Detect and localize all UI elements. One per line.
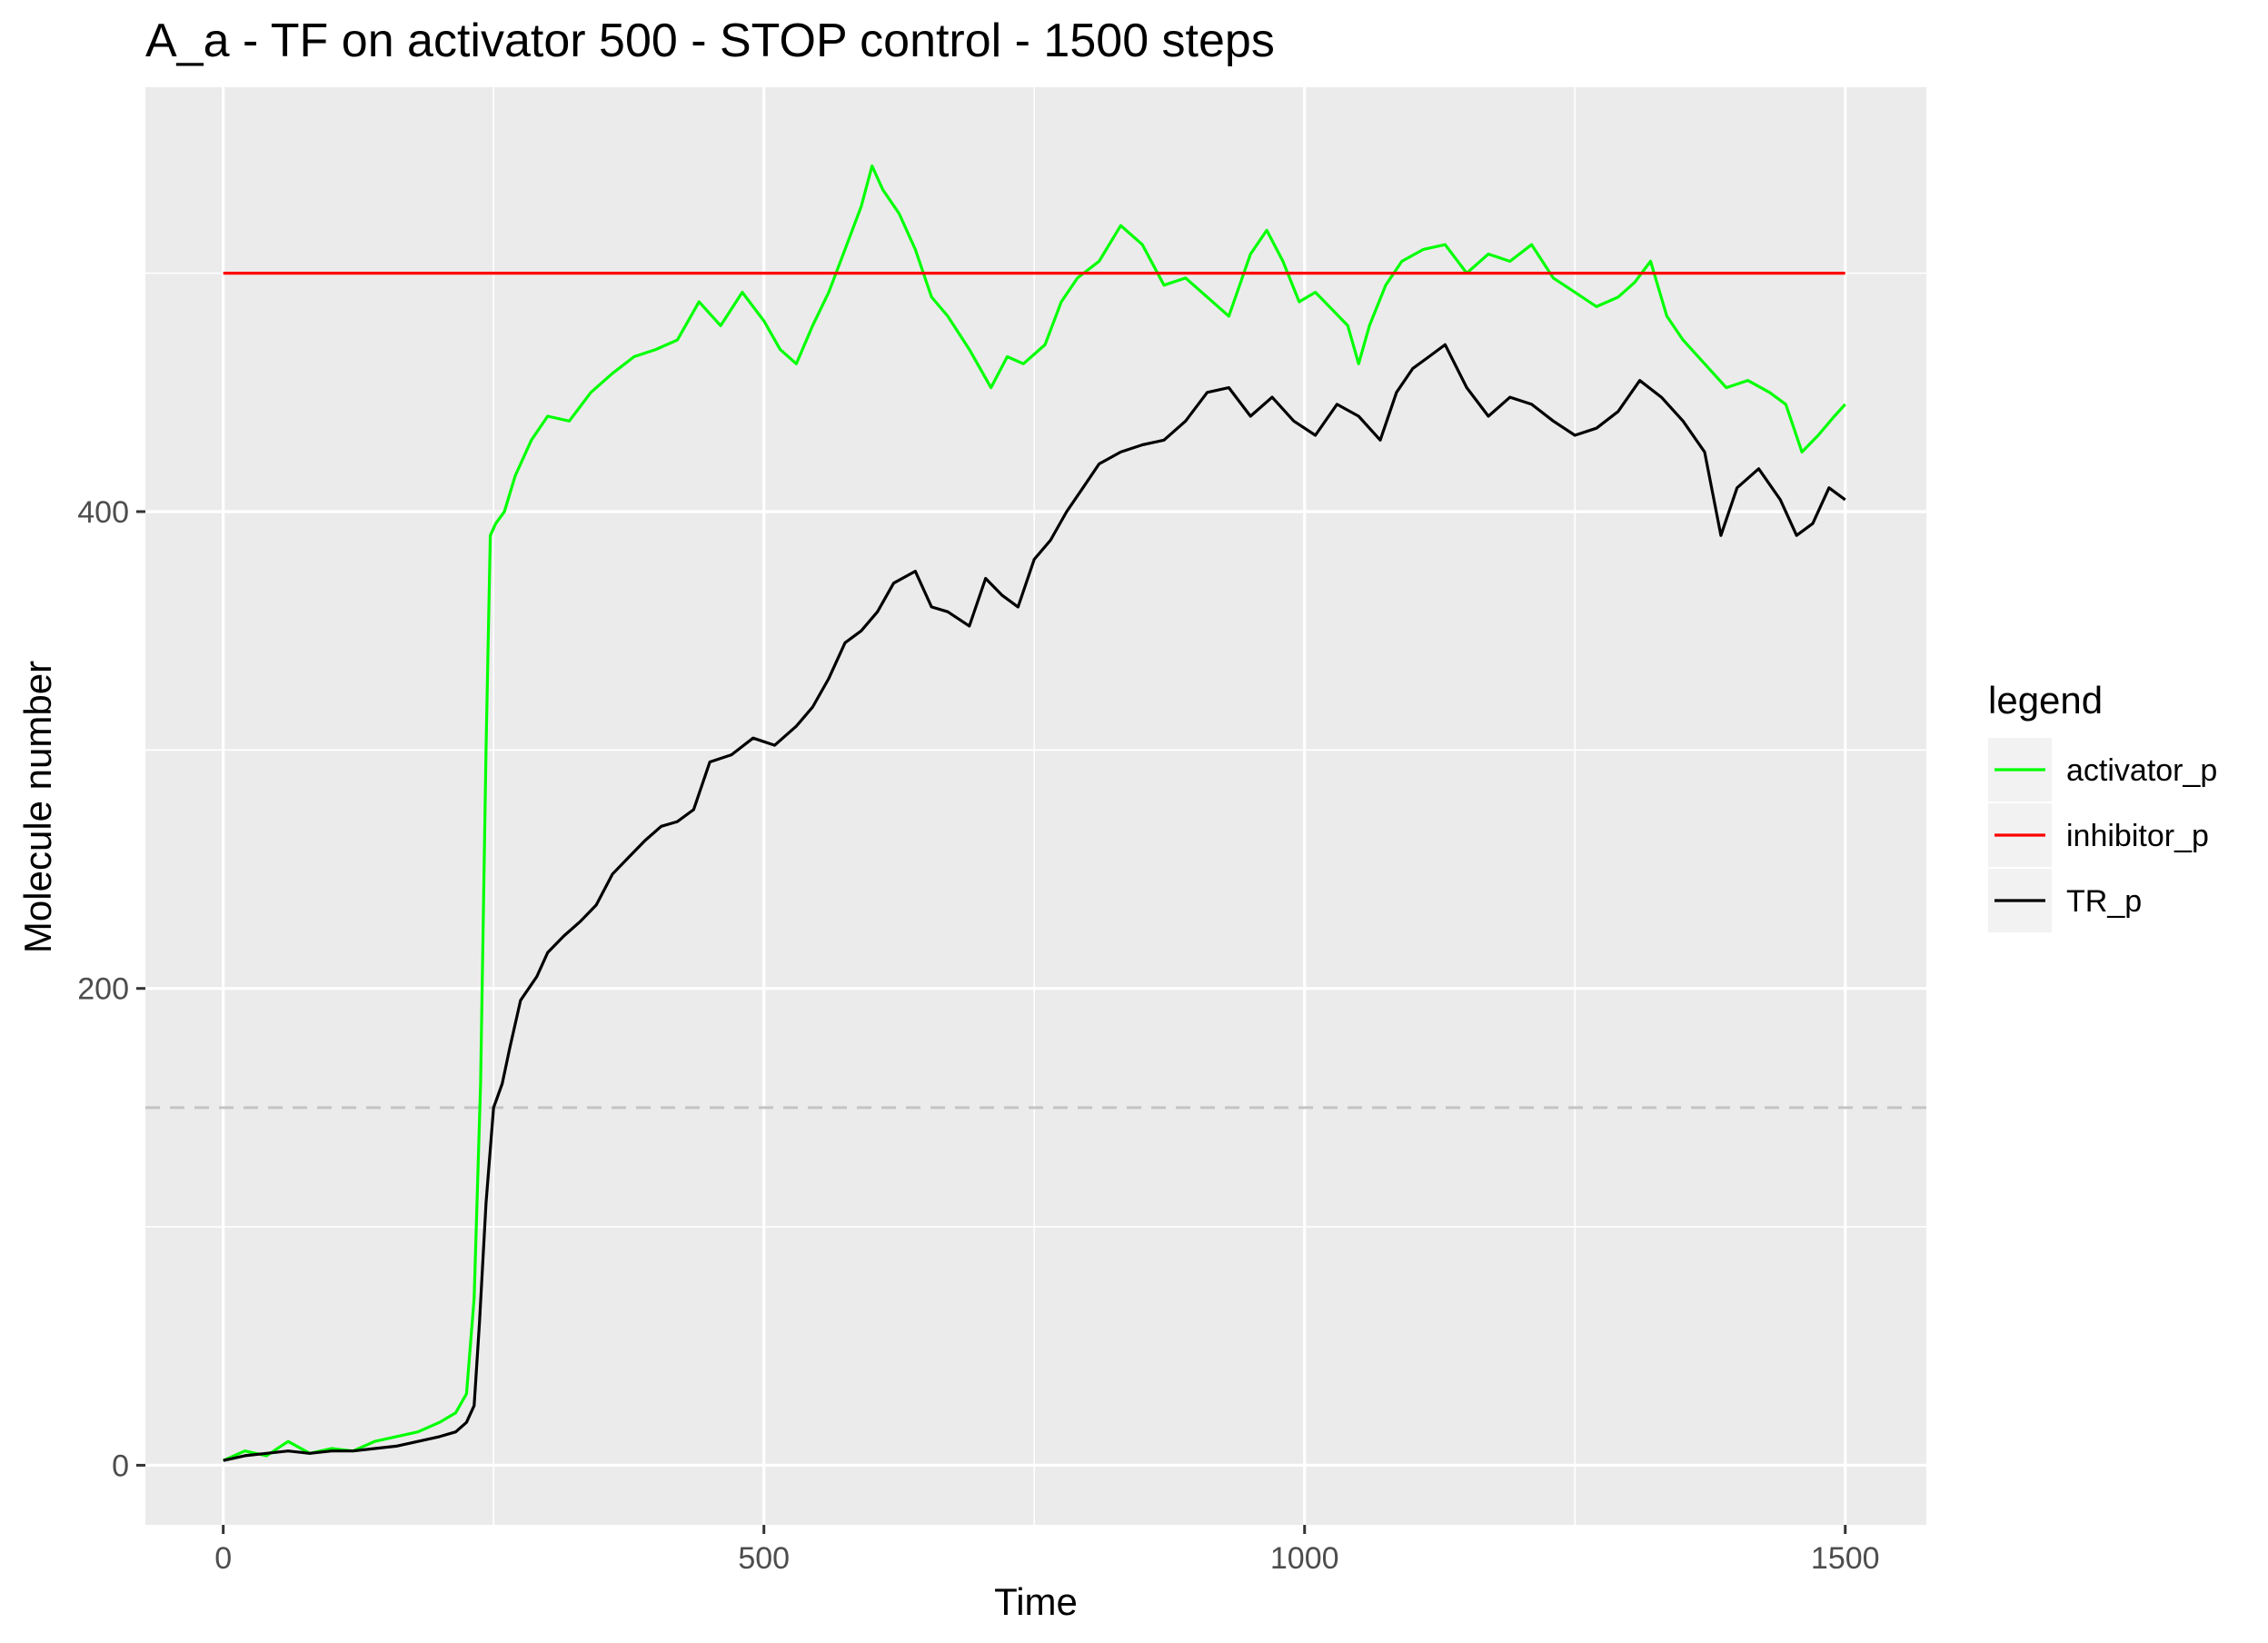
x-axis-ticks: 0 500 1000 1500 [214,1525,1880,1576]
x-tick-label: 500 [738,1541,790,1576]
x-tick-label: 1500 [1811,1541,1880,1576]
series-line-TR-p [223,343,1846,1462]
series-line-activator-p [223,164,1846,1462]
x-tick-label: 0 [214,1541,232,1576]
series-lines [223,164,1846,1462]
legend-label: TR_p [2066,884,2142,919]
chart-title: A_a - TF on activator 500 - STOP control… [145,15,1275,67]
y-tick-label: 400 [77,495,129,530]
grid-major-lines [145,87,1926,1525]
y-axis-title: Molecule number [16,661,59,953]
x-tick-label: 1000 [1270,1541,1339,1576]
legend: legend activator_p inhibitor_p TR_p [1988,679,2217,932]
x-axis-title: Time [994,1580,1078,1623]
y-tick-label: 0 [112,1449,129,1483]
legend-label: inhibitor_p [2066,819,2209,853]
plot-panel [145,87,1926,1525]
y-tick-label: 200 [77,972,129,1007]
legend-entries: activator_p inhibitor_p TR_p [1988,738,2217,932]
y-axis-ticks: 0 200 400 [77,495,145,1483]
legend-label: activator_p [2066,753,2217,788]
legend-title: legend [1988,679,2103,722]
